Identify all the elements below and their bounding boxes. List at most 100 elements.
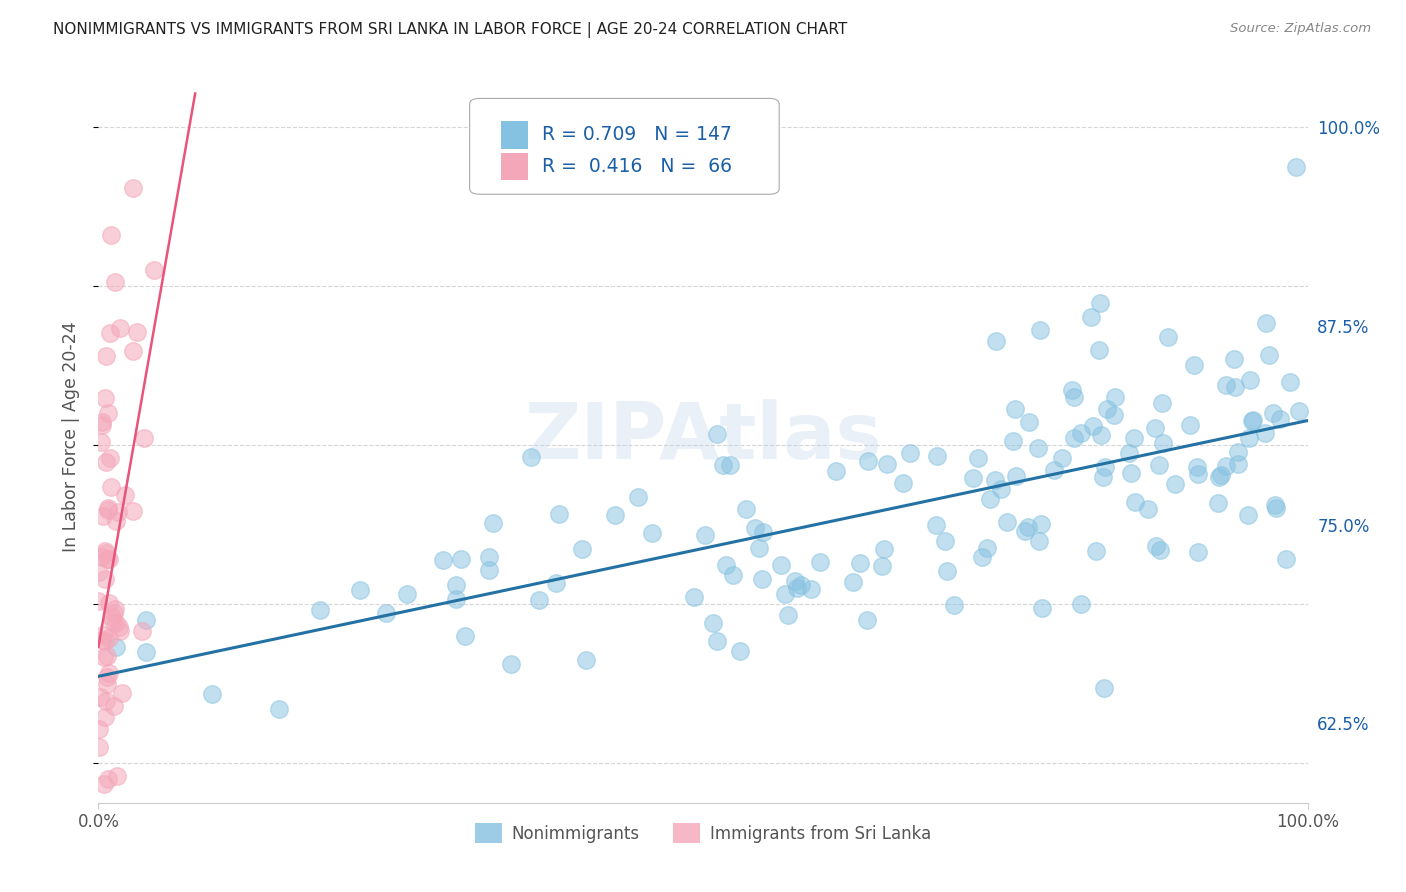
- Point: [97, 772, 120, 786]
- Point: [934, 533, 956, 548]
- Point: [714, 558, 737, 572]
- Point: [1206, 496, 1229, 510]
- Point: [91, 838, 114, 853]
- Point: [89, 722, 111, 736]
- Point: [97, 406, 120, 420]
- Point: [105, 514, 128, 528]
- Point: [395, 587, 418, 601]
- Point: [96, 455, 118, 469]
- Point: [967, 451, 990, 466]
- Point: [93, 628, 115, 642]
- Point: [1147, 458, 1170, 472]
- Point: [1081, 419, 1104, 434]
- Point: [132, 431, 155, 445]
- Point: [104, 275, 127, 289]
- Point: [1285, 160, 1308, 174]
- Point: [1026, 441, 1049, 455]
- Point: [1187, 467, 1209, 481]
- Point: [898, 445, 921, 459]
- Point: [142, 263, 165, 277]
- Point: [1275, 552, 1298, 566]
- Point: [990, 482, 1012, 496]
- Point: [1257, 348, 1279, 362]
- Point: [711, 458, 734, 472]
- Point: [96, 552, 118, 566]
- Point: [1097, 402, 1119, 417]
- Point: [575, 653, 598, 667]
- Point: [131, 624, 153, 638]
- Point: [108, 624, 131, 638]
- Point: [603, 508, 626, 523]
- Point: [97, 500, 120, 515]
- FancyBboxPatch shape: [501, 153, 527, 180]
- Point: [1085, 543, 1108, 558]
- Point: [976, 541, 998, 556]
- Point: [444, 592, 467, 607]
- Point: [1050, 450, 1073, 465]
- Point: [94, 544, 117, 558]
- Point: [93, 650, 115, 665]
- Point: [1187, 545, 1209, 559]
- Point: [432, 553, 454, 567]
- Point: [478, 550, 501, 565]
- Point: [100, 480, 122, 494]
- Point: [98, 326, 121, 340]
- Point: [96, 670, 118, 684]
- Point: [104, 602, 127, 616]
- Point: [107, 505, 129, 519]
- Point: [122, 343, 145, 358]
- Point: [1123, 431, 1146, 445]
- Point: [1152, 395, 1174, 409]
- Point: [873, 542, 896, 557]
- Point: [135, 645, 157, 659]
- Point: [103, 699, 125, 714]
- Point: [97, 665, 120, 680]
- Point: [103, 606, 125, 620]
- Point: [1263, 406, 1285, 420]
- Point: [706, 427, 728, 442]
- Point: [927, 449, 949, 463]
- Point: [1004, 402, 1026, 417]
- Point: [1208, 469, 1230, 483]
- Point: [122, 180, 145, 194]
- Point: [444, 577, 467, 591]
- Point: [501, 657, 523, 672]
- Point: [98, 596, 121, 610]
- Point: [984, 473, 1007, 487]
- Point: [1017, 520, 1039, 534]
- Point: [269, 701, 291, 715]
- Point: [1264, 498, 1286, 512]
- Point: [105, 768, 128, 782]
- FancyBboxPatch shape: [470, 98, 779, 194]
- Point: [962, 471, 984, 485]
- Point: [107, 619, 129, 633]
- Point: [91, 550, 114, 565]
- Point: [349, 582, 371, 597]
- Point: [1137, 502, 1160, 516]
- Point: [776, 607, 799, 622]
- Point: [706, 634, 728, 648]
- Point: [571, 541, 593, 556]
- Point: [101, 615, 124, 629]
- Point: [925, 518, 948, 533]
- Point: [1102, 408, 1125, 422]
- Point: [1028, 534, 1050, 549]
- Point: [105, 840, 128, 855]
- Point: [114, 488, 136, 502]
- Point: [984, 334, 1007, 349]
- Point: [1123, 495, 1146, 509]
- Point: [478, 563, 501, 577]
- Point: [783, 574, 806, 589]
- Point: [1256, 316, 1278, 330]
- Point: [1070, 597, 1092, 611]
- Point: [100, 610, 122, 624]
- Point: [1080, 310, 1102, 324]
- Point: [90, 415, 112, 429]
- Point: [89, 740, 111, 755]
- Point: [546, 576, 568, 591]
- Point: [100, 227, 122, 242]
- Point: [790, 577, 813, 591]
- Point: [1090, 295, 1112, 310]
- Point: [1031, 516, 1053, 531]
- Point: [979, 491, 1001, 506]
